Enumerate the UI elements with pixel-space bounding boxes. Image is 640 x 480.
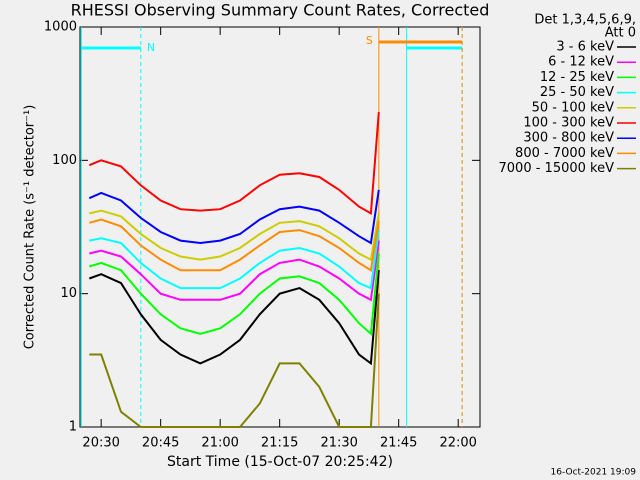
- legend-label: 50 - 100 keV: [532, 100, 615, 115]
- legend-title: Att 0: [605, 26, 636, 41]
- series-line: [88, 189, 380, 245]
- legend-label: 12 - 25 keV: [540, 70, 614, 85]
- series-line: [89, 293, 380, 428]
- legend-label: 25 - 50 keV: [540, 85, 614, 100]
- legend-title: Det 1,3,4,5,6,9,: [534, 13, 636, 28]
- x-tick-label: 21:30: [320, 436, 357, 451]
- y-tick-label: 1000: [44, 20, 77, 35]
- saa-label: S: [366, 34, 373, 47]
- legend-label: 800 - 7000 keV: [515, 146, 614, 161]
- y-tick-label: 10: [60, 286, 77, 301]
- x-tick-label: 20:45: [142, 436, 179, 451]
- x-tick-label: 21:00: [201, 436, 238, 451]
- footer: 16-Oct-2021 19:09: [551, 468, 637, 478]
- x-axis-label: Start Time (15-Oct-07 20:25:42): [167, 454, 393, 470]
- chart-title: RHESSI Observing Summary Count Rates, Co…: [71, 1, 490, 20]
- series-line: [89, 218, 380, 272]
- series-line: [88, 112, 380, 216]
- legend-label: 7000 - 15000 keV: [499, 161, 615, 176]
- series-line: [89, 253, 380, 336]
- x-tick-label: 20:30: [82, 436, 119, 451]
- legend-label: 300 - 800 keV: [523, 131, 614, 146]
- plot-frame: [79, 26, 481, 428]
- legend-label: 6 - 12 keV: [548, 55, 614, 70]
- y-tick-label: 1: [69, 420, 77, 435]
- series-line: [88, 270, 380, 366]
- night-label: N: [147, 41, 155, 54]
- y-axis-label: Corrected Count Rate (s⁻¹ detector⁻¹): [23, 105, 38, 350]
- y-tick-label: 100: [52, 153, 77, 168]
- legend-label: 3 - 6 keV: [556, 40, 614, 55]
- series-line: [89, 209, 380, 262]
- x-tick-label: 22:00: [439, 436, 476, 451]
- series-line: [89, 240, 380, 302]
- series-line: [89, 229, 380, 290]
- x-tick-label: 21:15: [261, 436, 298, 451]
- legend-label: 100 - 300 keV: [523, 116, 614, 131]
- x-tick-label: 21:45: [380, 436, 417, 451]
